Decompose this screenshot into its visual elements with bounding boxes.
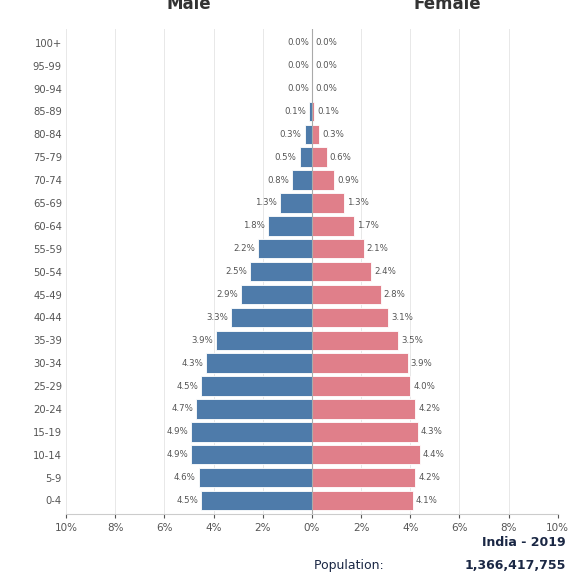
Bar [312,308,388,327]
Text: 2.5%: 2.5% [225,267,247,276]
Text: Population:: Population: [314,559,388,572]
Bar [312,445,420,464]
Text: 4.0%: 4.0% [413,382,435,390]
Text: 4.3%: 4.3% [420,427,442,436]
Text: 0.0%: 0.0% [287,84,309,93]
Bar [231,308,312,327]
Text: 2.1%: 2.1% [366,244,388,253]
Text: 3.1%: 3.1% [391,313,413,322]
Bar [312,353,408,373]
Bar [312,331,398,350]
Text: 0.1%: 0.1% [285,107,306,116]
Text: 0.0%: 0.0% [315,38,337,47]
Bar [312,170,334,190]
Text: 0.0%: 0.0% [287,61,309,70]
Text: 0.1%: 0.1% [317,107,339,116]
Text: 2.4%: 2.4% [374,267,396,276]
Text: 0.5%: 0.5% [275,153,297,162]
Text: 0.6%: 0.6% [329,153,351,162]
Bar [191,445,312,464]
Bar [280,193,312,213]
Bar [312,148,327,167]
Text: 2.8%: 2.8% [384,290,405,299]
Text: 0.0%: 0.0% [287,38,309,47]
Text: 4.2%: 4.2% [418,473,440,482]
Bar [251,262,312,281]
Text: 1.3%: 1.3% [255,199,277,207]
Text: 4.1%: 4.1% [416,496,438,505]
Text: Male: Male [167,0,212,13]
Text: 0.9%: 0.9% [337,175,359,185]
Text: 2.2%: 2.2% [233,244,255,253]
Text: 4.9%: 4.9% [167,427,189,436]
Bar [312,376,411,396]
Bar [312,491,413,510]
Text: 0.0%: 0.0% [315,61,337,70]
Text: India - 2019: India - 2019 [482,536,566,549]
Text: 0.3%: 0.3% [322,130,344,139]
Bar [201,491,312,510]
Bar [312,399,415,419]
Text: 4.7%: 4.7% [171,404,193,414]
Text: 4.9%: 4.9% [167,450,189,459]
Bar [312,285,381,304]
Bar [197,399,312,419]
Bar [201,376,312,396]
Bar [292,170,312,190]
Text: 0.3%: 0.3% [280,130,302,139]
Text: 1,366,417,755: 1,366,417,755 [465,559,566,572]
Bar [258,239,312,259]
Text: 1.8%: 1.8% [243,221,264,230]
Bar [312,193,344,213]
Text: Female: Female [413,0,481,13]
Bar [199,468,312,487]
Bar [206,353,312,373]
Text: 4.5%: 4.5% [177,496,198,505]
Bar [241,285,312,304]
Text: 4.2%: 4.2% [418,404,440,414]
Bar [305,124,312,144]
Bar [191,422,312,442]
Text: PopulationPyramid.net: PopulationPyramid.net [21,549,174,562]
Text: 1.3%: 1.3% [347,199,369,207]
Text: 4.3%: 4.3% [182,358,204,368]
Text: 0.0%: 0.0% [315,84,337,93]
Text: 3.9%: 3.9% [411,358,432,368]
Bar [309,102,312,121]
Text: 4.4%: 4.4% [423,450,445,459]
Text: 3.3%: 3.3% [206,313,228,322]
Bar [216,331,312,350]
Bar [312,216,354,235]
Text: 3.9%: 3.9% [191,336,213,345]
Text: 2.9%: 2.9% [216,290,237,299]
Text: 3.5%: 3.5% [401,336,423,345]
Text: 4.6%: 4.6% [174,473,196,482]
Bar [312,124,319,144]
Text: 0.8%: 0.8% [267,175,289,185]
Text: 1.7%: 1.7% [356,221,378,230]
Bar [312,262,371,281]
Bar [312,422,417,442]
Bar [312,468,415,487]
Text: 4.5%: 4.5% [177,382,198,390]
Bar [268,216,312,235]
Bar [312,239,363,259]
Bar [300,148,312,167]
Bar [312,102,315,121]
